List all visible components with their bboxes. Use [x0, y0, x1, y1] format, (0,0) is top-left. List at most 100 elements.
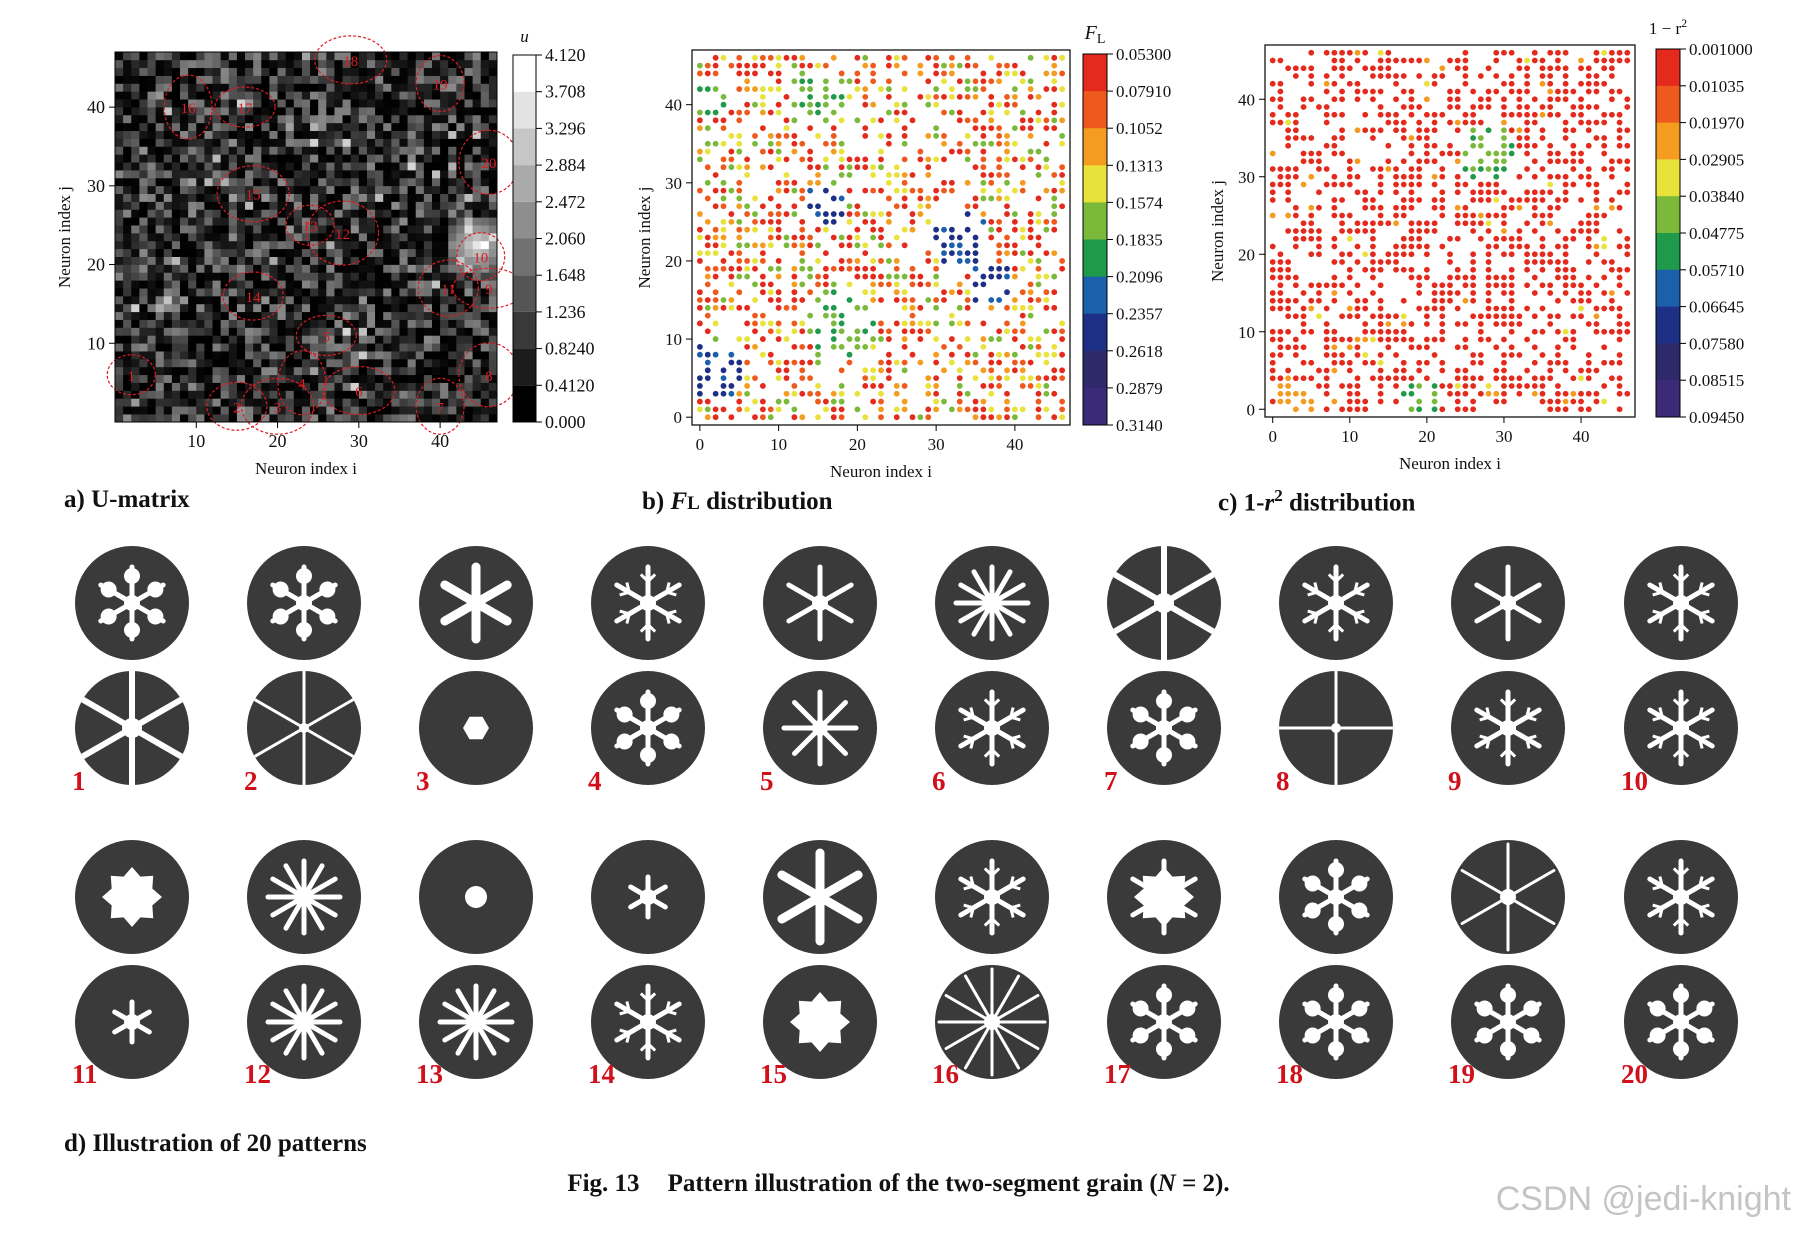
data-point [1593, 243, 1600, 250]
umatrix-cell [488, 75, 498, 84]
pattern-top-bore [468, 595, 484, 611]
pattern-top-lobe [100, 581, 117, 598]
umatrix-cell [358, 351, 368, 360]
data-point [1593, 321, 1600, 327]
umatrix-cell [115, 359, 124, 368]
umatrix-cell [236, 59, 246, 69]
umatrix-cell [399, 296, 408, 305]
data-point [759, 86, 766, 92]
data-point [1501, 96, 1507, 103]
umatrix-cell [253, 272, 262, 281]
data-point [1547, 142, 1554, 149]
data-point [759, 101, 766, 108]
data-point [1004, 250, 1010, 257]
umatrix-cell [236, 130, 246, 139]
data-point [862, 367, 869, 374]
umatrix-cell [423, 99, 433, 108]
umatrix-cell [407, 240, 417, 250]
umatrix-cell [318, 52, 327, 61]
pattern-top-branch [1327, 573, 1338, 583]
umatrix-cell [155, 280, 165, 289]
umatrix-cell [334, 414, 343, 423]
data-point [1524, 57, 1530, 64]
data-point [1051, 109, 1058, 116]
data-point [1531, 344, 1538, 351]
pattern-top-branch [665, 613, 671, 624]
data-point [1269, 352, 1276, 358]
umatrix-cell [163, 280, 173, 289]
umatrix-cell [488, 374, 498, 383]
data-point [1439, 297, 1446, 304]
data-point [1485, 259, 1492, 265]
umatrix-cell [293, 225, 303, 234]
data-point [807, 78, 814, 85]
data-point [1593, 367, 1600, 374]
umatrix-cell [391, 280, 400, 289]
data-point [1043, 187, 1050, 194]
data-point [1431, 220, 1438, 227]
umatrix-cell [456, 280, 465, 289]
umatrix-cell [366, 240, 376, 250]
data-point [1362, 398, 1369, 405]
data-point [799, 156, 806, 163]
data-point [846, 351, 853, 358]
data-point [885, 133, 892, 139]
umatrix-cell [245, 209, 254, 218]
data-point [1501, 235, 1507, 242]
data-point [1555, 96, 1561, 103]
umatrix-cell [236, 319, 246, 328]
data-point [917, 187, 924, 194]
data-point [909, 328, 916, 335]
umatrix-cell [464, 201, 473, 210]
data-point [696, 148, 703, 155]
umatrix-cell [163, 67, 173, 76]
data-point [885, 281, 892, 288]
data-point [1377, 266, 1384, 273]
umatrix-cell [171, 280, 181, 289]
umatrix-cell [204, 296, 213, 305]
umatrix-cell [188, 280, 197, 289]
umatrix-cell [163, 374, 173, 383]
umatrix-cell [318, 75, 327, 84]
data-point [1004, 156, 1010, 163]
data-point [1300, 398, 1307, 405]
data-point [1362, 204, 1369, 211]
data-point [964, 78, 971, 85]
umatrix-cell [318, 311, 327, 320]
data-point [712, 304, 719, 311]
umatrix-cell [326, 233, 335, 242]
umatrix-cell [293, 343, 303, 352]
data-point [791, 78, 798, 85]
data-point [1339, 259, 1345, 265]
umatrix-cell [180, 225, 189, 234]
data-point [1393, 212, 1399, 219]
umatrix-cell [123, 154, 132, 163]
data-point [933, 297, 940, 303]
data-point [1292, 336, 1299, 343]
umatrix-cell [269, 146, 278, 155]
umatrix-cell [472, 201, 482, 210]
umatrix-cell [383, 99, 392, 108]
data-point [996, 101, 1003, 108]
data-point [980, 109, 987, 116]
umatrix-cell [448, 296, 457, 305]
data-point [1400, 57, 1407, 64]
umatrix-cell [277, 52, 286, 61]
umatrix-cell [415, 327, 425, 336]
umatrix-cell [391, 83, 400, 92]
data-point [752, 133, 758, 139]
data-point [901, 86, 908, 92]
data-point [1439, 212, 1446, 219]
umatrix-cell [366, 366, 376, 376]
data-point [1431, 204, 1438, 211]
umatrix-cell [277, 382, 286, 391]
umatrix-cell [188, 296, 197, 305]
umatrix-cell [277, 67, 286, 76]
umatrix-cell [301, 390, 311, 399]
data-point [870, 101, 877, 108]
data-point [799, 195, 806, 202]
data-point [925, 78, 932, 85]
data-point [1601, 383, 1608, 389]
y-axis-label: Neuron index j [1208, 180, 1227, 282]
umatrix-cell [440, 327, 449, 336]
